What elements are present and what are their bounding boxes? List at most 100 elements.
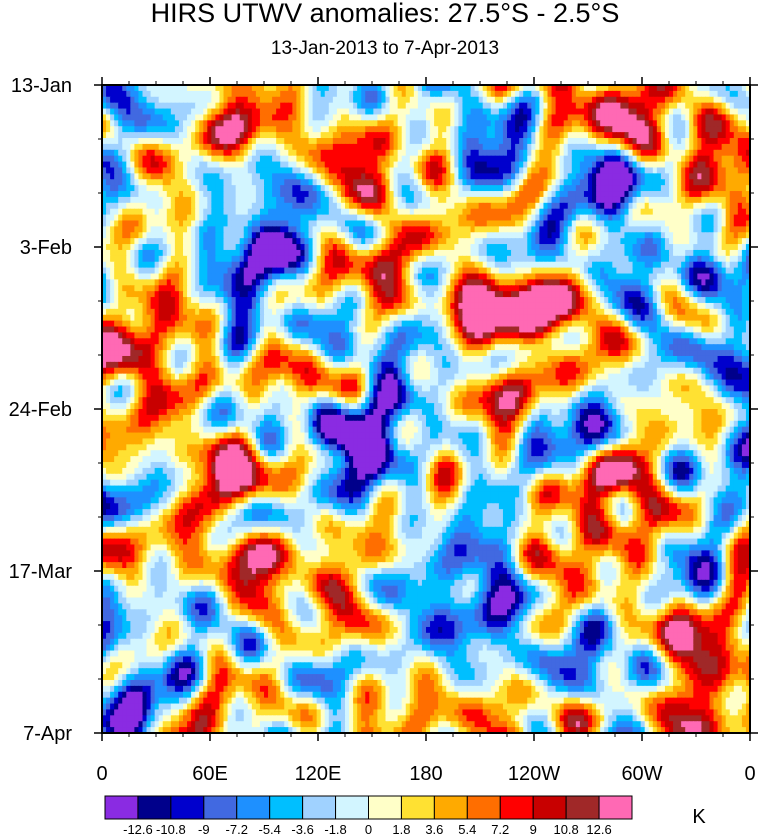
heatmap-cell [462,185,468,192]
heatmap-cell [264,126,269,133]
heatmap-cell [442,85,447,92]
heatmap-cell [498,232,504,239]
heatmap-cell [628,138,634,145]
heatmap-cell [543,114,549,121]
heatmap-cell [199,120,204,127]
heatmap-cell [259,138,265,145]
heatmap-cell [648,85,654,92]
heatmap-cell [215,155,221,163]
heatmap-cell [600,261,605,269]
heatmap-cell [114,161,119,169]
heatmap-cell [345,126,350,133]
heatmap-cell [361,173,366,180]
heatmap-cell [195,226,200,233]
heatmap-cell [713,249,719,257]
heatmap-cell [191,191,196,198]
heatmap-cell [515,179,520,186]
heatmap-cell [494,202,500,210]
heatmap-cell [511,167,516,174]
heatmap-cell [397,167,403,174]
heatmap-cell [644,196,650,204]
heatmap-cell [458,161,464,169]
heatmap-cell [187,255,192,263]
heatmap-cell [563,238,569,245]
heatmap-cell [150,185,156,192]
heatmap-cell [393,191,399,198]
heatmap-cell [600,238,605,245]
heatmap-cell [555,202,561,210]
heatmap-cell [470,226,476,233]
heatmap-cell [146,185,152,192]
heatmap-cell [393,261,399,269]
heatmap-cell [272,202,277,210]
heatmap-cell [721,191,727,198]
heatmap-cell [183,132,188,139]
heatmap-cell [426,143,431,151]
heatmap-cell [170,155,176,163]
heatmap-cell [393,138,399,145]
heatmap-cell [693,232,698,239]
heatmap-cell [381,108,387,116]
heatmap-cell [624,155,630,163]
heatmap-cell [685,244,690,251]
heatmap-cell [600,220,605,227]
heatmap-cell [502,232,508,239]
heatmap-cell [336,202,342,210]
heatmap-cell [401,244,407,251]
heatmap-cell [620,238,626,245]
heatmap-cell [320,173,326,180]
heatmap-cell [531,102,536,110]
heatmap-cell [110,143,115,151]
heatmap-cell [199,138,204,145]
heatmap-cell [183,220,188,227]
heatmap-cell [482,85,488,92]
heatmap-cell [498,143,504,151]
heatmap-cell [729,173,735,180]
heatmap-cell [264,132,269,139]
heatmap-cell [681,255,686,263]
heatmap-cell [162,90,168,98]
heatmap-cell [223,161,229,169]
heatmap-cell [608,173,613,180]
heatmap-cell [349,202,354,210]
heatmap-cell [300,226,306,233]
heatmap-cell [583,261,589,269]
heatmap-cell [648,143,654,151]
heatmap-cell [624,244,630,251]
heatmap-cell [652,185,658,192]
heatmap-cell [502,202,508,210]
heatmap-cell [118,143,123,151]
heatmap-cell [110,161,115,169]
heatmap-cell [276,179,281,186]
heatmap-cell [272,167,277,174]
heatmap-cell [215,126,221,133]
heatmap-cell [486,126,492,133]
heatmap-cell [126,208,131,216]
heatmap-cell [490,167,496,174]
heatmap-cell [729,143,735,151]
heatmap-cell [515,96,520,104]
heatmap-cell [251,179,257,186]
heatmap-cell [130,267,135,275]
heatmap-cell [377,185,383,192]
heatmap-cell [353,226,358,233]
heatmap-cell [600,96,605,104]
heatmap-cell [349,143,354,151]
heatmap-cell [134,249,140,257]
heatmap-cell [511,196,516,204]
heatmap-cell [442,249,447,257]
heatmap-cell [340,167,346,174]
heatmap-cell [660,96,666,104]
heatmap-cell [417,220,423,227]
heatmap-cell [446,132,451,139]
heatmap-cell [235,161,241,169]
heatmap-cell [401,155,407,163]
heatmap-cell [616,255,621,263]
heatmap-cell [373,96,378,104]
heatmap-cell [482,202,488,210]
heatmap-cell [616,226,621,233]
heatmap-cell [531,261,536,269]
heatmap-cell [600,114,605,121]
heatmap-cell [535,196,540,204]
heatmap-cell [474,167,480,174]
